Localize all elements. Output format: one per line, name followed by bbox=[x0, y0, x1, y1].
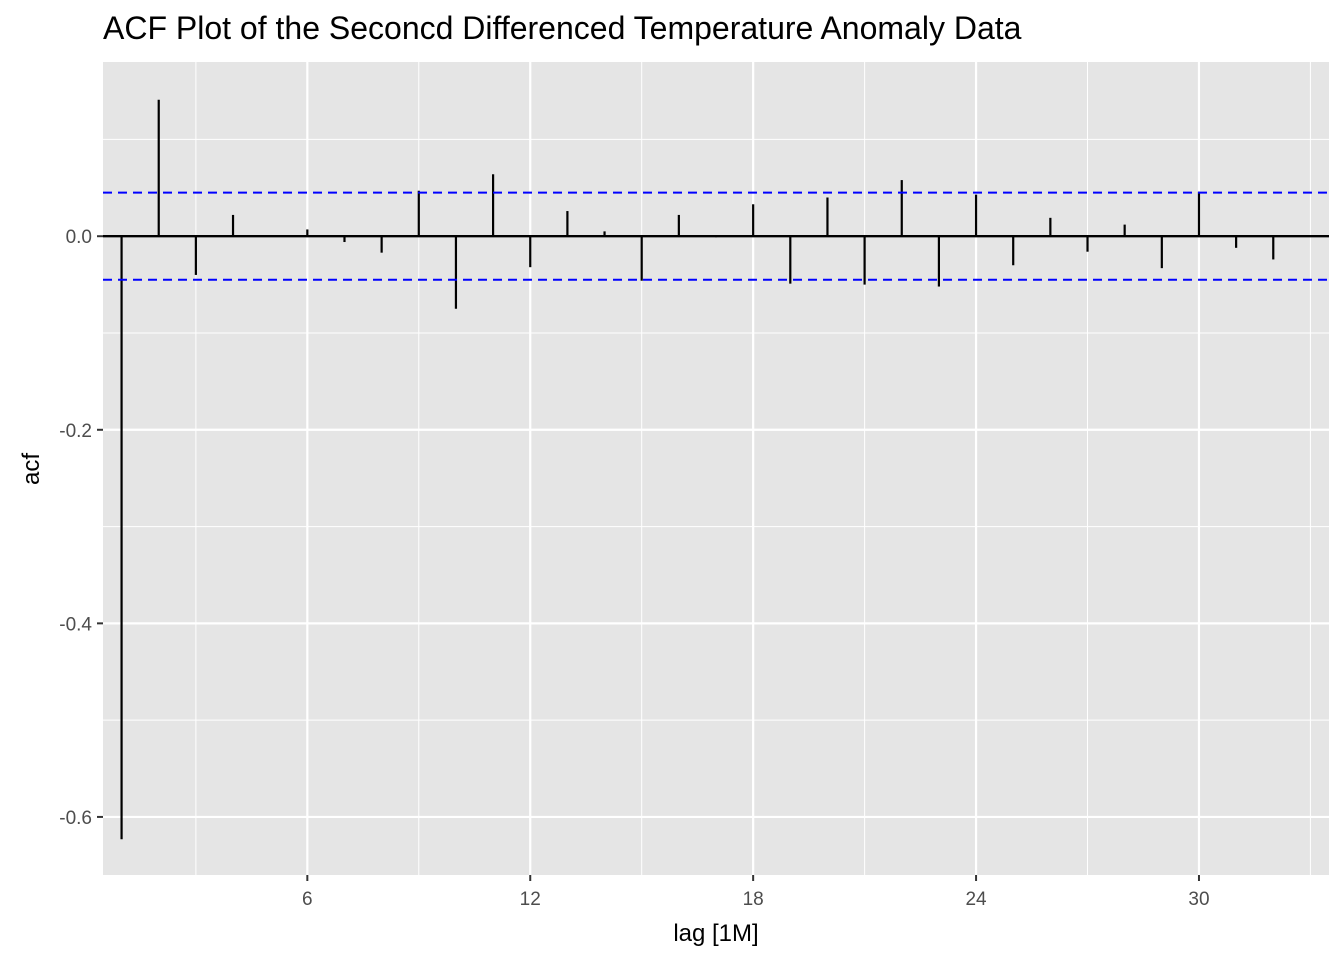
x-tick-label: 18 bbox=[743, 889, 764, 910]
x-tick-label: 30 bbox=[1188, 889, 1209, 910]
y-tick-label: -0.6 bbox=[59, 808, 92, 829]
major-gridlines bbox=[103, 62, 1329, 875]
x-axis-title: lag [1M] bbox=[673, 920, 758, 947]
x-tick-label: 24 bbox=[965, 889, 987, 910]
plot-panel bbox=[103, 62, 1329, 875]
x-tick-label: 6 bbox=[302, 889, 313, 910]
chart-title: ACF Plot of the Seconcd Differenced Temp… bbox=[103, 10, 1022, 46]
x-axis-ticks: 6 12 18 24 30 bbox=[302, 875, 1210, 910]
y-axis-ticks: 0.0 -0.2 -0.4 -0.6 bbox=[59, 227, 103, 829]
y-tick-label: -0.4 bbox=[59, 614, 92, 635]
x-tick-label: 12 bbox=[520, 889, 541, 910]
y-tick-label: -0.2 bbox=[59, 421, 92, 442]
y-axis-title: acf bbox=[18, 453, 45, 485]
y-tick-label: 0.0 bbox=[66, 227, 92, 248]
acf-bars bbox=[120, 99, 1275, 840]
